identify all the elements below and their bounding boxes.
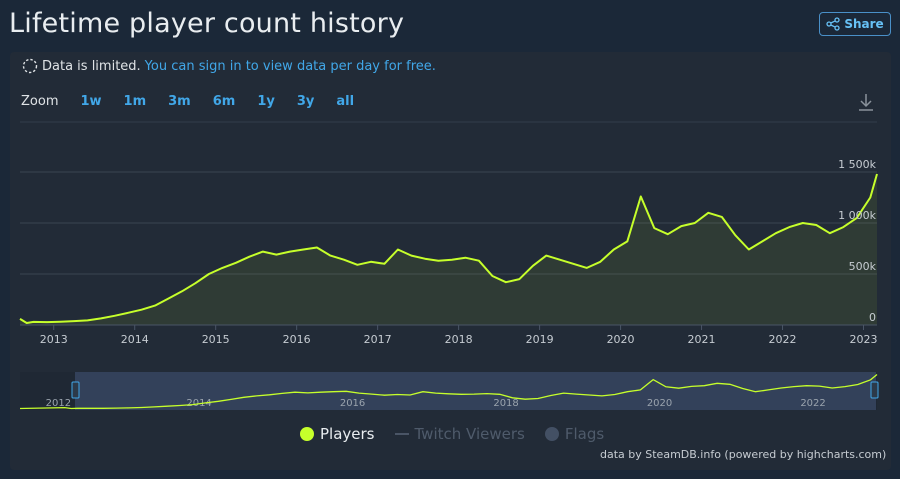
legend-label-players: Players xyxy=(320,425,375,443)
legend-item-flags[interactable]: Flags xyxy=(544,425,605,443)
chart-legend: Players Twitch Viewers Flags xyxy=(300,425,624,443)
x-tick-label: 2015 xyxy=(202,333,230,346)
download-icon[interactable] xyxy=(856,92,876,112)
navigator-line xyxy=(19,373,878,410)
x-tick-label: 2021 xyxy=(688,333,716,346)
navigator-tick-label: 2016 xyxy=(340,398,365,409)
x-tick-label: 2016 xyxy=(283,333,311,346)
sign-in-link[interactable]: You can sign in to view data per day for… xyxy=(144,58,436,74)
zoom-3m-button[interactable]: 3m xyxy=(168,94,191,109)
data-limited-notice: Data is limited. You can sign in to view… xyxy=(22,58,436,74)
flags-dot-icon xyxy=(544,427,559,441)
players-area xyxy=(20,174,877,325)
navigator-tick-label: 2018 xyxy=(493,398,518,409)
page-title: Lifetime player count history xyxy=(9,8,405,39)
loading-circle-icon xyxy=(22,58,38,74)
legend-item-twitch-viewers[interactable]: Twitch Viewers xyxy=(394,425,525,443)
x-tick-label: 2023 xyxy=(850,333,878,346)
legend-item-players[interactable]: Players xyxy=(300,425,375,443)
share-label: Share xyxy=(844,17,884,31)
legend-label-twitch-viewers: Twitch Viewers xyxy=(414,425,525,443)
y-tick-label: 1 000k xyxy=(838,209,876,222)
players-dot-icon xyxy=(300,427,314,441)
y-tick-label: 1 500k xyxy=(838,158,876,171)
x-tick-label: 2013 xyxy=(40,333,68,346)
navigator-tick-label: 2020 xyxy=(647,398,672,409)
zoom-label: Zoom xyxy=(21,94,59,109)
legend-label-flags: Flags xyxy=(564,425,605,443)
zoom-6m-button[interactable]: 6m xyxy=(212,94,236,109)
share-button[interactable]: Share xyxy=(819,12,891,36)
navigator-right-handle[interactable] xyxy=(870,381,879,399)
y-tick-label: 0 xyxy=(869,311,876,324)
share-icon xyxy=(826,17,840,31)
zoom-1w-button[interactable]: 1w xyxy=(80,94,102,109)
players-line[interactable] xyxy=(19,173,878,324)
zoom-1m-button[interactable]: 1m xyxy=(123,94,147,109)
x-tick-label: 2014 xyxy=(121,333,149,346)
twitch-dash-icon xyxy=(394,433,409,435)
chart-credits[interactable]: data by SteamDB.info (powered by highcha… xyxy=(600,448,887,461)
zoom-3y-button[interactable]: 3y xyxy=(296,94,315,109)
x-tick-label: 2022 xyxy=(769,333,797,346)
navigator-tick-label: 2022 xyxy=(800,398,825,409)
zoom-bar: Zoom 1w 1m 3m 6m 1y 3y all xyxy=(21,94,354,109)
y-tick-label: 500k xyxy=(849,260,877,273)
x-tick-label: 2018 xyxy=(445,333,473,346)
navigator[interactable]: 2012 2014 2016 2018 2020 2022 xyxy=(19,372,879,410)
notice-text: Data is limited. xyxy=(42,58,141,74)
x-tick-label: 2020 xyxy=(607,333,635,346)
navigator-left-handle[interactable] xyxy=(71,381,80,399)
x-tick-label: 2019 xyxy=(526,333,554,346)
navigator-window[interactable] xyxy=(75,372,876,410)
zoom-all-button[interactable]: all xyxy=(336,94,355,109)
x-tick-label: 2017 xyxy=(364,333,392,346)
zoom-1y-button[interactable]: 1y xyxy=(257,94,275,109)
navigator-tick-label: 2012 xyxy=(46,398,71,409)
